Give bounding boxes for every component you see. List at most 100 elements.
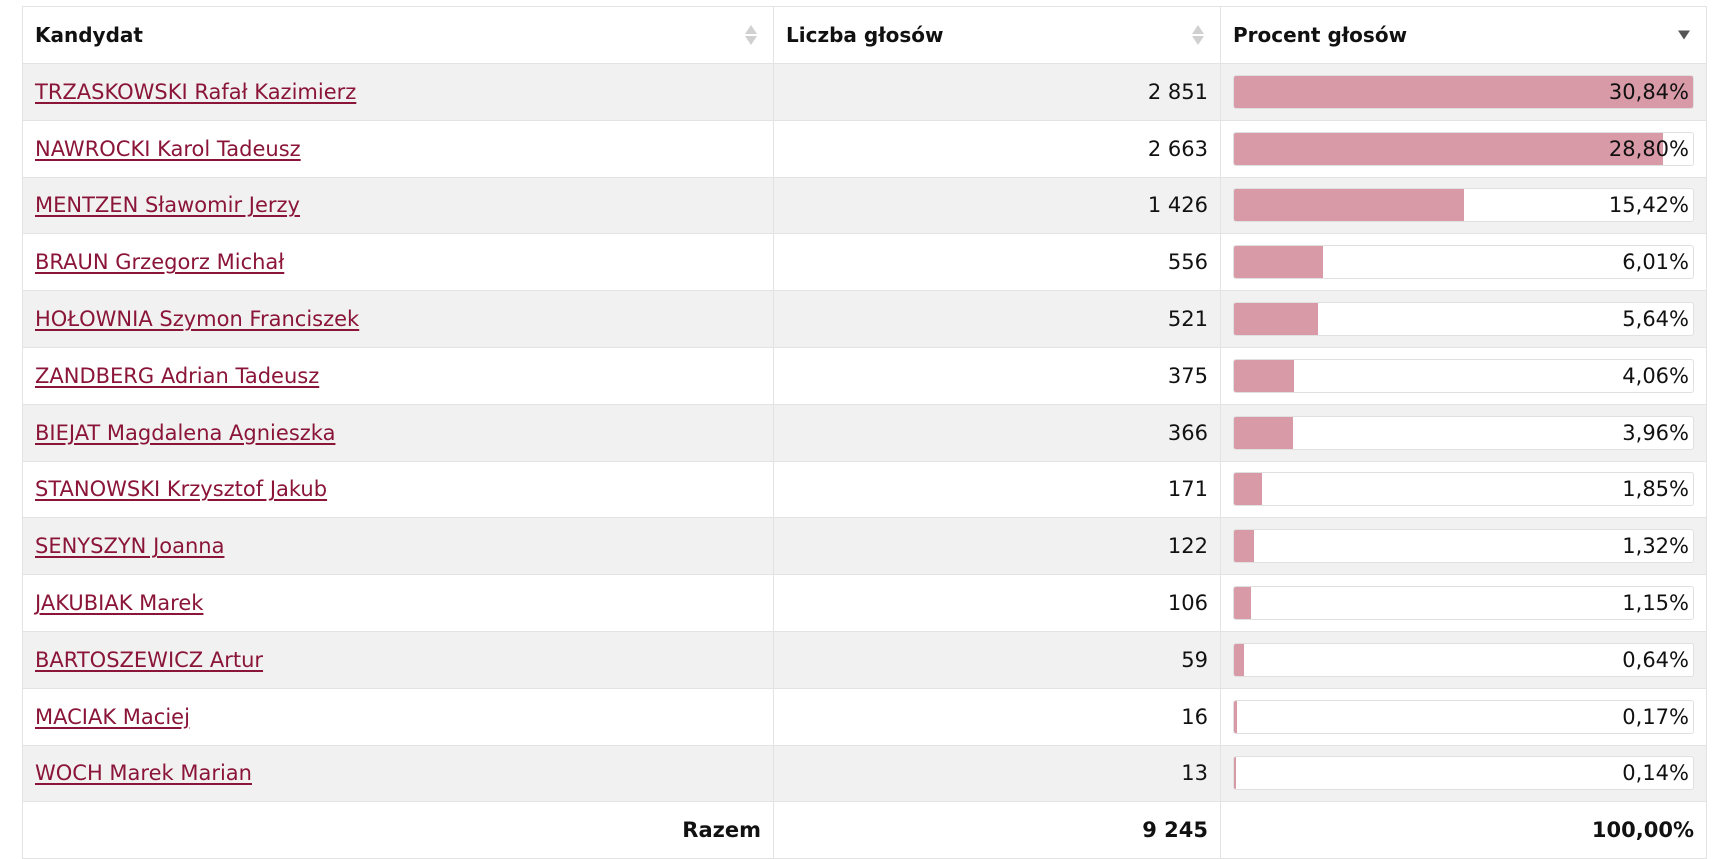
votes-cell: 171	[773, 460, 1221, 519]
candidate-cell: JAKUBIAK Marek	[22, 574, 774, 632]
percent-label: 0,17%	[1622, 704, 1689, 729]
percent-label: 0,14%	[1622, 761, 1689, 786]
percent-cell: 1,85%	[1220, 460, 1707, 519]
table-row: JAKUBIAK Marek 106 1,15%	[22, 574, 1707, 632]
votes-cell: 2 851	[773, 63, 1221, 121]
percent-cell: 3,96%	[1220, 403, 1707, 462]
votes-cell: 1 426	[773, 176, 1221, 235]
percent-label: 0,64%	[1622, 647, 1689, 672]
candidate-link[interactable]: MENTZEN Sławomir Jerzy	[35, 193, 300, 218]
header-votes[interactable]: Liczba głosów	[773, 6, 1221, 64]
percent-cell: 28,80%	[1220, 119, 1707, 178]
footer-percent-total: 100,00%	[1220, 801, 1707, 859]
votes-cell: 521	[773, 290, 1221, 348]
percent-label: 1,32%	[1622, 534, 1689, 559]
footer-votes-total: 9 245	[773, 801, 1221, 859]
percent-bar-fill	[1234, 587, 1252, 620]
candidate-link[interactable]: BARTOSZEWICZ Artur	[35, 647, 264, 672]
candidate-cell: BIEJAT Magdalena Agnieszka	[22, 403, 774, 462]
candidate-link[interactable]: NAWROCKI Karol Tadeusz	[35, 136, 301, 161]
candidate-cell: NAWROCKI Karol Tadeusz	[22, 119, 774, 178]
percent-bar: 28,80%	[1233, 131, 1694, 166]
percent-label: 1,15%	[1622, 591, 1689, 616]
candidate-link[interactable]: BRAUN Grzegorz Michał	[35, 250, 285, 275]
percent-bar: 0,14%	[1233, 756, 1694, 791]
candidate-cell: SENYSZYN Joanna	[22, 517, 774, 576]
percent-bar: 4,06%	[1233, 358, 1694, 393]
percent-cell: 0,14%	[1220, 744, 1707, 803]
sort-candidate-icon[interactable]	[745, 25, 757, 45]
table-row: SENYSZYN Joanna 122 1,32%	[22, 517, 1707, 576]
percent-bar-fill	[1234, 132, 1663, 165]
candidate-cell: MENTZEN Sławomir Jerzy	[22, 176, 774, 235]
percent-label: 5,64%	[1622, 307, 1689, 332]
percent-label: 30,84%	[1608, 79, 1689, 104]
percent-bar: 30,84%	[1233, 74, 1694, 109]
candidate-link[interactable]: TRZASKOWSKI Rafał Kazimierz	[35, 79, 357, 104]
candidate-link[interactable]: BIEJAT Magdalena Agnieszka	[35, 420, 336, 445]
header-candidate[interactable]: Kandydat	[22, 6, 774, 64]
percent-bar: 1,85%	[1233, 472, 1694, 507]
results-table: Kandydat Liczba głosów Procent głosów TR…	[22, 6, 1707, 859]
percent-label: 6,01%	[1622, 250, 1689, 275]
table-header-row: Kandydat Liczba głosów Procent głosów	[22, 6, 1707, 64]
candidate-link[interactable]: HOŁOWNIA Szymon Franciszek	[35, 307, 360, 332]
table-row: TRZASKOWSKI Rafał Kazimierz 2 851 30,84%	[22, 63, 1707, 121]
header-percent[interactable]: Procent głosów	[1220, 6, 1707, 64]
percent-bar-fill	[1234, 246, 1324, 279]
percent-bar: 3,96%	[1233, 415, 1694, 450]
table-row: BARTOSZEWICZ Artur 59 0,64%	[22, 630, 1707, 689]
candidate-link[interactable]: STANOWSKI Krzysztof Jakub	[35, 477, 328, 502]
votes-cell: 59	[773, 630, 1221, 689]
votes-cell: 2 663	[773, 119, 1221, 178]
candidate-link[interactable]: ZANDBERG Adrian Tadeusz	[35, 363, 320, 388]
percent-cell: 4,06%	[1220, 346, 1707, 405]
table-row: NAWROCKI Karol Tadeusz 2 663 28,80%	[22, 119, 1707, 178]
percent-bar: 15,42%	[1233, 188, 1694, 223]
candidate-cell: TRZASKOWSKI Rafał Kazimierz	[22, 63, 774, 121]
percent-bar-fill	[1234, 530, 1254, 563]
percent-label: 3,96%	[1622, 420, 1689, 445]
footer-label: Razem	[22, 801, 774, 859]
percent-bar: 6,01%	[1233, 245, 1694, 280]
percent-bar: 1,32%	[1233, 529, 1694, 564]
percent-bar: 5,64%	[1233, 302, 1694, 337]
candidate-link[interactable]: SENYSZYN Joanna	[35, 534, 225, 559]
percent-bar-fill	[1234, 189, 1464, 222]
votes-cell: 122	[773, 517, 1221, 576]
candidate-cell: MACIAK Maciej	[22, 687, 774, 746]
percent-label: 4,06%	[1622, 363, 1689, 388]
percent-bar-fill	[1234, 416, 1293, 449]
table-row: BIEJAT Magdalena Agnieszka 366 3,96%	[22, 403, 1707, 462]
header-votes-label: Liczba głosów	[786, 23, 944, 47]
percent-cell: 5,64%	[1220, 290, 1707, 348]
candidate-link[interactable]: JAKUBIAK Marek	[35, 591, 204, 616]
percent-label: 1,85%	[1622, 477, 1689, 502]
table-footer-row: Razem 9 245 100,00%	[22, 801, 1707, 859]
votes-cell: 556	[773, 233, 1221, 292]
percent-bar-fill	[1234, 359, 1295, 392]
sort-votes-icon[interactable]	[1192, 25, 1204, 45]
table-row: HOŁOWNIA Szymon Franciszek 521 5,64%	[22, 290, 1707, 348]
votes-cell: 375	[773, 346, 1221, 405]
percent-label: 28,80%	[1608, 136, 1689, 161]
sort-percent-descending-icon[interactable]	[1678, 30, 1690, 40]
percent-cell: 0,64%	[1220, 630, 1707, 689]
percent-bar-fill	[1234, 643, 1244, 676]
header-percent-label: Procent głosów	[1233, 23, 1408, 47]
percent-cell: 15,42%	[1220, 176, 1707, 235]
results-table-container: Kandydat Liczba głosów Procent głosów TR…	[22, 6, 1707, 859]
percent-label: 15,42%	[1608, 193, 1689, 218]
percent-cell: 1,32%	[1220, 517, 1707, 576]
candidate-cell: BARTOSZEWICZ Artur	[22, 630, 774, 689]
candidate-cell: STANOWSKI Krzysztof Jakub	[22, 460, 774, 519]
candidate-link[interactable]: MACIAK Maciej	[35, 704, 190, 729]
percent-cell: 0,17%	[1220, 687, 1707, 746]
table-row: MENTZEN Sławomir Jerzy 1 426 15,42%	[22, 176, 1707, 235]
percent-bar-fill	[1234, 473, 1262, 506]
table-body: TRZASKOWSKI Rafał Kazimierz 2 851 30,84% NA…	[22, 63, 1707, 803]
candidate-cell: HOŁOWNIA Szymon Franciszek	[22, 290, 774, 348]
percent-cell: 6,01%	[1220, 233, 1707, 292]
candidate-link[interactable]: WOCH Marek Marian	[35, 761, 252, 786]
percent-bar: 0,17%	[1233, 699, 1694, 734]
